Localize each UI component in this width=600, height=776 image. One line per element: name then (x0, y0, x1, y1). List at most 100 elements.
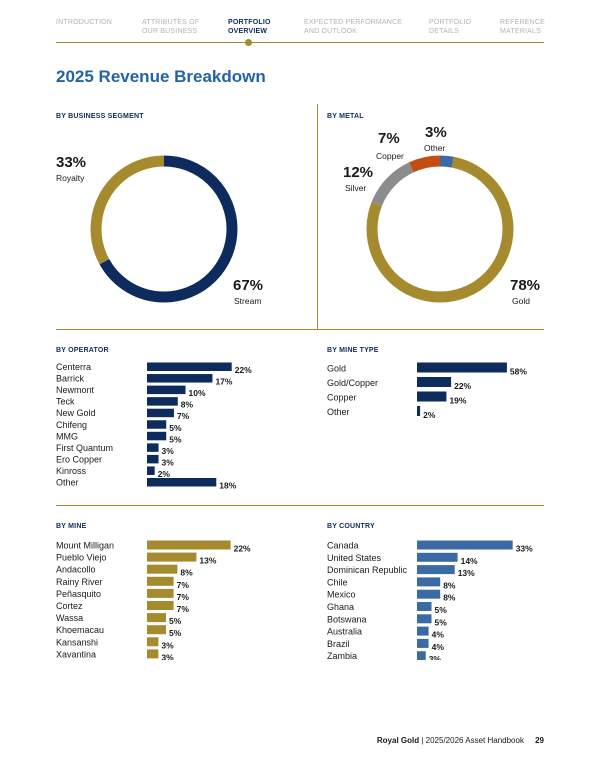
bar-value-label: 22% (234, 544, 251, 554)
bar-value-label: 4% (432, 642, 445, 652)
section-title-metal: BY METAL (327, 113, 364, 120)
bar-kansanshi (147, 637, 159, 647)
mine-bar-chart: Mount Milligan 22% Pueblo Viejo 13% Andacoll… (56, 540, 251, 660)
bar-andacollo (147, 564, 178, 574)
nav-item-expected-performance[interactable]: EXPECTED PERFORMANCE AND OUTLOOK (304, 18, 402, 36)
bar-value-label: 5% (435, 605, 448, 615)
bar-category-label: Xavantina (56, 649, 96, 659)
bar-mount-milligan (147, 540, 231, 550)
copper-percent-label: 7% (378, 130, 400, 147)
bar-cortez (147, 601, 174, 610)
section-title-operator: BY OPERATOR (56, 347, 109, 354)
metal-donut-chart (366, 155, 514, 303)
bar-pe-asquito (147, 588, 174, 598)
nav-item-line1: PORTFOLIO (228, 19, 271, 26)
nav-item-line2: AND OUTLOOK (304, 28, 358, 35)
top-navigation: INTRODUCTION ATTRIBUTES OF OUR BUSINESS … (56, 18, 545, 44)
nav-item-reference-materials[interactable]: REFERENCE MATERIALS (500, 18, 545, 36)
bar-value-label: 2% (423, 410, 436, 420)
segment-donut-chart (90, 155, 238, 303)
footer-brand: Royal Gold (376, 736, 420, 745)
section-title-country: BY COUNTRY (327, 523, 375, 530)
bar-value-label: 13% (199, 556, 216, 566)
bar-category-label: Pueblo Viejo (56, 553, 106, 563)
footer-separator: | (421, 736, 424, 745)
bar-category-label: Zambia (327, 651, 357, 660)
nav-item-line2: OVERVIEW (228, 28, 268, 35)
bar-united-states (417, 552, 458, 562)
bar-kinross (147, 466, 155, 475)
bar-centerra (147, 362, 232, 371)
bar-category-label: Kansanshi (56, 637, 98, 647)
nav-item-line2: DETAILS (429, 28, 460, 35)
bar-category-label: Teck (56, 397, 75, 407)
bar-value-label: 22% (454, 381, 471, 391)
bar-category-label: Newmont (56, 385, 95, 395)
nav-item-portfolio-details[interactable]: PORTFOLIO DETAILS (429, 18, 471, 36)
bar-category-label: United States (327, 553, 382, 563)
bar-category-label: Barrick (56, 374, 85, 384)
page-number: 29 (535, 736, 544, 745)
bar-category-label: Cortez (56, 601, 83, 611)
bar-australia (417, 626, 429, 636)
bar-category-label: Kinross (56, 466, 87, 476)
bar-value-label: 18% (219, 481, 236, 491)
section-divider (56, 329, 544, 330)
bar-wassa (147, 613, 166, 623)
nav-divider (56, 42, 544, 43)
bar-value-label: 8% (443, 580, 456, 590)
mine-type-bar-chart: Gold 58% Gold/Copper 22% Copper 19% Other 2% (327, 362, 527, 420)
bar-value-label: 19% (449, 396, 466, 406)
bar-value-label: 8% (181, 400, 194, 410)
donut-slice-copper (366, 155, 514, 303)
bar-botswana (417, 614, 432, 624)
bar-canada (417, 540, 513, 550)
silver-percent-label: 12% (343, 164, 374, 181)
section-title-segment: BY BUSINESS SEGMENT (56, 113, 144, 120)
bar-category-label: Peñasquito (56, 589, 101, 599)
bar-value-label: 5% (169, 434, 182, 444)
bar-chifeng (147, 420, 167, 429)
nav-item-portfolio-overview[interactable]: PORTFOLIO OVERVIEW (228, 18, 271, 36)
bar-value-label: 4% (432, 630, 445, 640)
bar-category-label: Wassa (56, 613, 83, 623)
bar-category-label: New Gold (56, 408, 96, 418)
bar-category-label: Other (56, 478, 79, 488)
bar-category-label: Gold (327, 364, 346, 374)
bar-mmg (147, 431, 167, 441)
nav-active-marker (245, 39, 252, 46)
page-title: 2025 Revenue Breakdown (56, 67, 266, 86)
column-divider (317, 104, 318, 329)
bar-category-label: Botswana (327, 614, 367, 624)
bar-value-label: 7% (177, 604, 190, 614)
bar-gold (417, 362, 507, 373)
bar-value-label: 7% (177, 592, 190, 602)
stream-percent-label: 67% (233, 277, 264, 294)
royalty-percent-label: 33% (56, 154, 87, 171)
bar-value-label: 5% (435, 617, 448, 627)
bar-category-label: Chifeng (56, 420, 87, 430)
gold-category-label: Gold (512, 296, 530, 306)
bar-value-label: 10% (189, 388, 206, 398)
bar-newmont (147, 385, 186, 395)
bar-value-label: 17% (215, 377, 232, 387)
bar-category-label: Gold/Copper (327, 378, 378, 388)
bar-other (147, 478, 217, 487)
bar-value-label: 33% (516, 544, 533, 554)
donut-slice-royalty (90, 155, 238, 303)
bar-value-label: 5% (169, 616, 182, 626)
nav-item-introduction[interactable]: INTRODUCTION (56, 18, 112, 27)
stream-category-label: Stream (234, 296, 262, 306)
bar-value-label: 7% (177, 580, 190, 590)
bar-khoemacau (147, 625, 166, 635)
bar-value-label: 8% (180, 568, 193, 578)
bar-value-label: 3% (429, 654, 442, 660)
silver-category-label: Silver (345, 183, 367, 193)
bar-value-label: 7% (177, 411, 190, 421)
bar-category-label: Dominican Republic (327, 565, 408, 575)
bar-value-label: 3% (162, 446, 175, 456)
bar-value-label: 3% (161, 652, 174, 660)
bar-value-label: 14% (461, 556, 478, 566)
bar-category-label: First Quantum (56, 443, 113, 453)
nav-item-attributes[interactable]: ATTRIBUTES OF OUR BUSINESS (142, 18, 199, 36)
